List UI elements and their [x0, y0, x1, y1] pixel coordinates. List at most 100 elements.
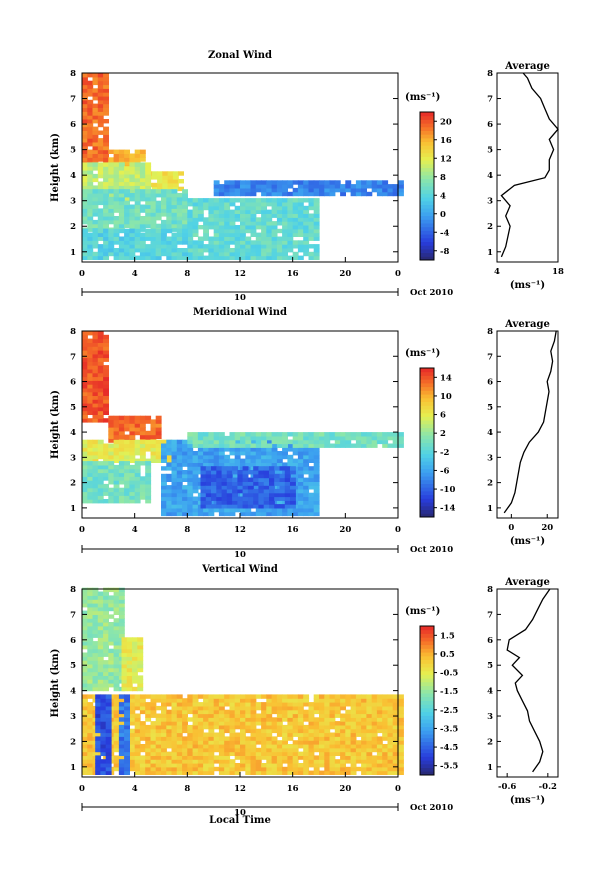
heatmap-cell: [387, 435, 394, 441]
heatmap-cell: [87, 705, 94, 711]
heatmap-cell: [290, 492, 296, 498]
heatmap-cell: [150, 755, 157, 760]
heatmap-cell: [113, 675, 120, 680]
heatmap-cell: [245, 236, 252, 241]
colorbar-segment: [420, 178, 434, 183]
heatmap-cell: [139, 244, 146, 249]
heatmap-cell: [187, 432, 194, 437]
heatmap-cell: [145, 487, 152, 493]
heatmap-cell: [113, 717, 120, 722]
heatmap-cell: [118, 587, 125, 593]
heatmap-cell: [255, 705, 262, 711]
heatmap-cell: [176, 698, 183, 703]
heatmap-cell: [205, 481, 212, 486]
heatmap-cell: [334, 439, 341, 445]
heatmap-cell: [266, 198, 273, 203]
heatmap-cell: [200, 488, 207, 494]
heatmap-cell: [171, 216, 178, 221]
heatmap-cell: [308, 470, 315, 475]
y-axis-label: Height (km): [50, 649, 61, 718]
heatmap-cell: [229, 213, 236, 218]
heatmap-cell: [176, 496, 183, 501]
heatmap-cell: [263, 470, 270, 475]
heatmap-cell: [103, 683, 109, 688]
heatmap-cell: [100, 770, 107, 775]
heatmap-cell: [350, 713, 357, 718]
heatmap-cell: [129, 491, 136, 496]
heatmap-cell: [176, 717, 183, 722]
heatmap-cell: [113, 671, 120, 676]
heatmap-cell: [240, 236, 246, 241]
heatmap-cell: [266, 744, 273, 749]
heatmap-cell: [161, 751, 167, 756]
heatmap-cell: [263, 500, 270, 505]
heatmap-cell: [192, 747, 199, 753]
colorbar-tick-label: -6: [440, 466, 450, 476]
heatmap-cell: [187, 485, 194, 490]
heatmap-cell: [205, 477, 212, 482]
heatmap-cell: [226, 485, 233, 490]
heatmap-cell: [232, 470, 238, 475]
heatmap-cell: [113, 223, 120, 229]
heatmap-cell: [113, 644, 120, 650]
heatmap-cell: [82, 365, 88, 370]
heatmap-cell: [192, 435, 199, 441]
y-tick-label: 6: [70, 378, 76, 388]
heatmap-cell: [292, 232, 299, 237]
heatmap-cell: [161, 447, 167, 452]
heatmap-cell: [192, 702, 199, 707]
heatmap-cell: [290, 496, 296, 501]
heatmap-cell: [345, 755, 352, 760]
heatmap-cell: [97, 228, 104, 234]
heatmap-cell: [182, 200, 188, 206]
heatmap-cell: [292, 709, 299, 715]
heatmap-cell: [224, 232, 231, 237]
heatmap-cell: [334, 740, 341, 745]
heatmap-cell: [118, 177, 125, 183]
heatmap-cell: [308, 435, 315, 441]
heatmap-cell: [82, 740, 88, 745]
heatmap-cell: [92, 614, 99, 619]
heatmap-cell: [103, 652, 109, 657]
heatmap-cell: [218, 213, 225, 218]
colorbar-segment: [420, 167, 434, 172]
heatmap-cell: [155, 430, 162, 436]
heatmap-cell: [213, 732, 220, 737]
heatmap-cell: [329, 724, 336, 730]
heatmap-cell: [287, 713, 294, 718]
heatmap-cell: [118, 713, 125, 718]
heatmap-cell: [161, 451, 167, 456]
heatmap-cell: [118, 709, 125, 715]
heatmap-cell: [87, 193, 94, 198]
heatmap-cell: [398, 747, 404, 753]
heatmap-cell: [121, 686, 128, 692]
heatmap-cell: [82, 166, 88, 171]
heatmap-cell: [234, 702, 241, 707]
profile-y-tick-label: 6: [487, 636, 493, 646]
heatmap-cell: [398, 694, 404, 699]
heatmap-cell: [398, 187, 404, 193]
heatmap-cell: [97, 667, 104, 673]
heatmap-cell: [182, 709, 188, 715]
colorbar-segment: [420, 152, 434, 157]
heatmap-cell: [308, 217, 315, 222]
heatmap-cell: [105, 702, 112, 707]
heatmap-cell: [266, 232, 273, 237]
heatmap-cell: [92, 342, 99, 347]
heatmap-cell: [287, 240, 294, 245]
heatmap-cell: [197, 248, 204, 253]
heatmap-cell: [303, 751, 310, 756]
heatmap-cell: [297, 485, 304, 490]
heatmap-cell: [124, 744, 130, 749]
heatmap-cell: [292, 705, 299, 711]
heatmap-cell: [97, 652, 104, 657]
heatmap-cell: [371, 184, 378, 189]
heatmap-cell: [113, 464, 120, 470]
heatmap-cell: [95, 740, 102, 745]
heatmap-cell: [97, 675, 104, 680]
heatmap-cell: [108, 679, 115, 684]
heatmap-cell: [255, 766, 262, 772]
heatmap-cell: [105, 740, 112, 745]
heatmap-cell: [203, 458, 209, 463]
heatmap-cell: [255, 187, 262, 193]
